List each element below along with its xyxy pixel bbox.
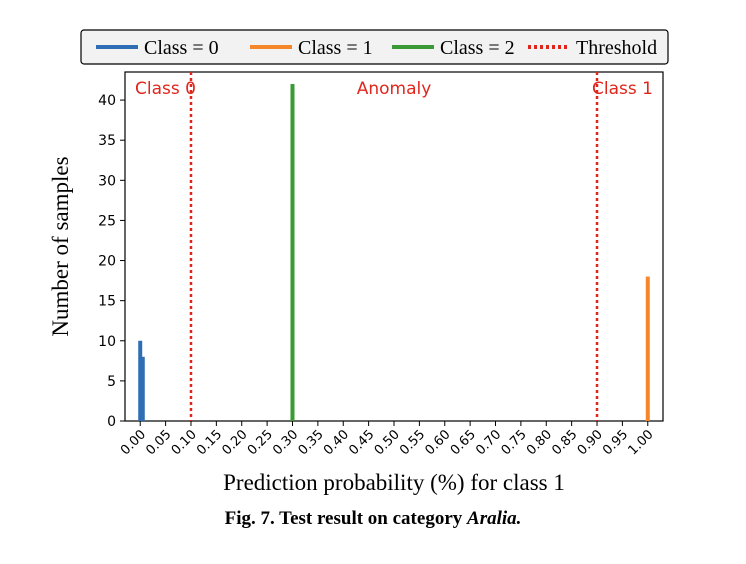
- y-tick-label: 40: [98, 93, 116, 109]
- x-tick-label: 0.00: [118, 427, 149, 458]
- x-tick-label: 0.40: [321, 427, 352, 458]
- x-tick-label: 0.25: [245, 427, 276, 458]
- x-axis: 0.000.050.100.150.200.250.300.350.400.45…: [118, 421, 657, 458]
- x-tick-label: 0.75: [499, 427, 530, 458]
- y-tick-label: 25: [98, 213, 116, 229]
- caption-text: Fig. 7. Test result on category: [224, 508, 468, 529]
- plot-area: [124, 71, 664, 422]
- y-tick-label: 10: [98, 334, 116, 350]
- annotations: Class 0 Anomaly Class 1: [135, 79, 653, 99]
- bar-class-0: [138, 340, 143, 421]
- bar-class-0: [140, 356, 145, 421]
- y-tick-label: 30: [98, 173, 116, 189]
- legend-label: Class = 2: [440, 37, 515, 59]
- y-tick-label: 5: [107, 374, 116, 390]
- y-axis-label: Number of samples: [48, 156, 73, 336]
- region-label: Class 0: [135, 79, 196, 99]
- region-label: Anomaly: [357, 79, 432, 99]
- caption-category: Aralia.: [467, 508, 522, 529]
- x-tick-label: 0.95: [600, 427, 631, 458]
- x-tick-label: 0.20: [219, 427, 250, 458]
- y-tick-label: 35: [98, 133, 116, 149]
- legend-label: Threshold: [576, 37, 657, 59]
- legend-label: Class = 0: [144, 37, 219, 59]
- threshold-lines: [189, 72, 599, 421]
- x-tick-label: 0.05: [143, 427, 174, 458]
- x-tick-label: 0.30: [270, 427, 301, 458]
- y-tick-label: 15: [98, 294, 116, 310]
- x-tick-label: 0.50: [372, 427, 403, 458]
- x-tick-label: 0.15: [194, 427, 225, 458]
- x-tick-label: 0.55: [397, 427, 428, 458]
- x-tick-label: 0.80: [524, 427, 555, 458]
- legend-label: Class = 1: [298, 37, 373, 59]
- x-tick-label: 0.65: [448, 427, 479, 458]
- bar-class-2: [290, 84, 295, 421]
- x-axis-label: Prediction probability (%) for class 1: [223, 470, 565, 495]
- x-tick-label: 0.35: [296, 427, 327, 458]
- x-tick-label: 0.90: [575, 427, 606, 458]
- x-tick-label: 0.70: [473, 427, 504, 458]
- legend-frame: [80, 29, 669, 65]
- y-tick-label: 20: [98, 254, 116, 270]
- x-tick-label: 0.10: [169, 427, 200, 458]
- region-label: Class 1: [592, 79, 653, 99]
- x-tick-label: 0.45: [346, 427, 377, 458]
- bars: [138, 84, 650, 421]
- legend: Class = 0 Class = 1 Class = 2 Threshold: [80, 29, 669, 65]
- y-axis: 0 5 10 15 20 25 30 35 40: [98, 93, 125, 430]
- x-tick-label: 0.60: [423, 427, 454, 458]
- bar-class-1: [645, 276, 650, 421]
- x-tick-label: 0.85: [549, 427, 580, 458]
- x-tick-label: 1.00: [626, 427, 657, 458]
- figure-caption: Fig. 7. Test result on category Aralia.: [0, 508, 746, 530]
- y-tick-label: 0: [107, 414, 116, 430]
